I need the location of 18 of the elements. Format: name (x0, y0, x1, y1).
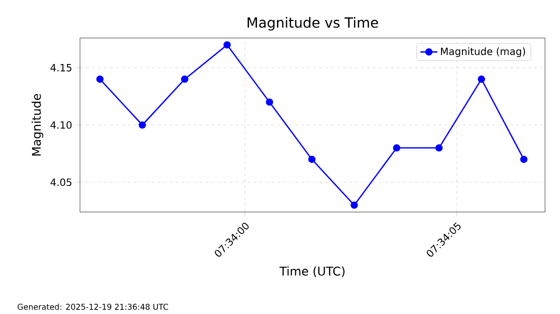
point (478, 76, 486, 83)
y-tick-label: 4.10 (50, 121, 72, 129)
chart-title: Magnitude vs Time (248, 17, 378, 31)
point (266, 98, 274, 106)
point (181, 76, 188, 83)
x-axis-title: Time (UTC) (279, 266, 345, 278)
point (393, 144, 400, 152)
y-axis-title: Magnitude (32, 94, 44, 156)
y-tick-label: 4.05 (50, 178, 72, 186)
point (223, 41, 231, 49)
point (520, 156, 528, 163)
point (308, 156, 316, 163)
legend-label: Magnitude (mag) (441, 47, 526, 58)
point (138, 121, 146, 129)
point (435, 144, 443, 152)
point (350, 201, 358, 209)
y-tick-label: 4.15 (50, 64, 72, 72)
point (96, 76, 104, 83)
